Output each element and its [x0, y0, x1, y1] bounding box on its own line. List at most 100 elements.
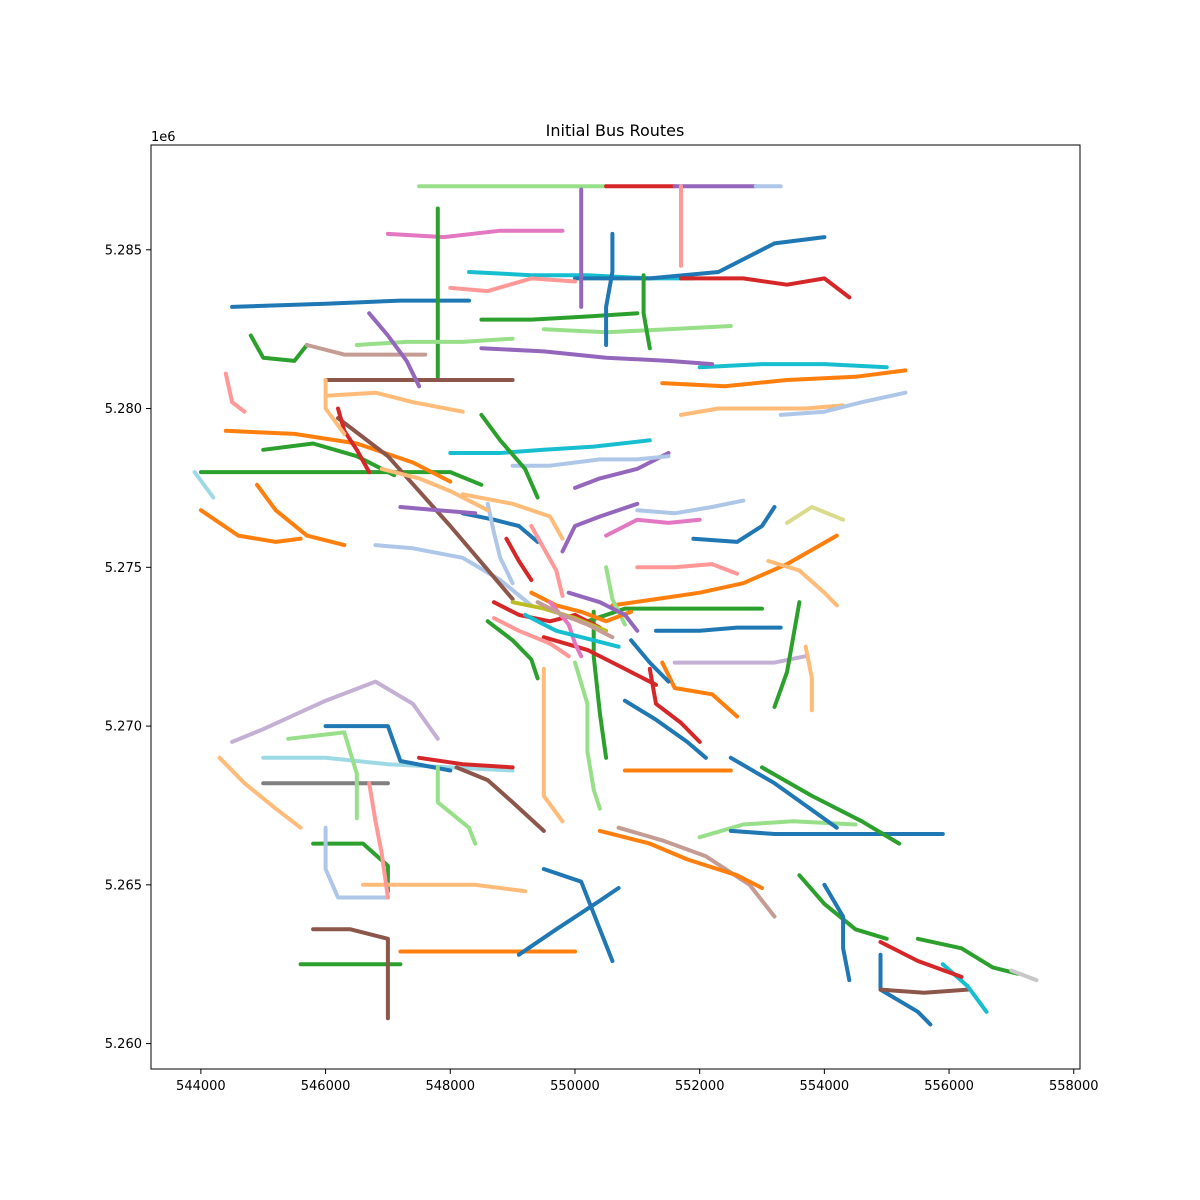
bus-route-29	[697, 819, 858, 840]
bus-route-33	[616, 825, 777, 919]
bus-route-11	[323, 724, 453, 773]
chart-title: Initial Bus Routes	[546, 121, 685, 140]
x-tick-label: 550000	[550, 1079, 600, 1094]
bus-route-78	[354, 336, 515, 347]
bus-route-44	[610, 533, 839, 608]
y-tick-label: 5.260	[105, 1037, 142, 1052]
bus-route-34	[597, 828, 764, 890]
bus-route-49	[772, 600, 802, 709]
bus-route-35	[797, 873, 889, 941]
bus-route-7	[230, 679, 440, 744]
bus-route-100	[523, 612, 621, 649]
bus-route-25	[573, 660, 602, 811]
bus-route-23	[541, 867, 615, 963]
bus-route-65	[573, 235, 827, 281]
bus-route-89	[460, 511, 540, 544]
bus-route-67	[448, 276, 577, 294]
bus-route-93	[635, 498, 746, 516]
bus-route-105	[535, 600, 615, 640]
bus-route-60	[660, 368, 908, 389]
bus-route-113	[417, 755, 515, 770]
bus-route-91	[560, 501, 640, 554]
x-tick-label: 554000	[800, 1079, 850, 1094]
bus-route-98	[529, 590, 634, 624]
bus-route-54	[573, 451, 671, 490]
bus-route-63	[479, 311, 640, 322]
bus-route-42	[878, 940, 964, 979]
bus-route-92	[604, 517, 702, 538]
bus-route-50	[803, 644, 814, 713]
bus-route-86	[192, 470, 216, 500]
bus-route-3	[223, 428, 453, 484]
x-tick-label: 544000	[176, 1079, 226, 1094]
y-tick-label: 5.270	[105, 720, 142, 735]
bus-route-43	[585, 606, 764, 624]
bus-route-37	[878, 952, 933, 1027]
bus-route-26	[591, 609, 609, 760]
bus-route-15	[323, 825, 390, 900]
bus-route-6	[230, 298, 471, 309]
bus-route-14	[361, 882, 528, 894]
bus-route-102	[491, 616, 571, 659]
bus-route-27	[541, 635, 658, 687]
bus-route-8	[217, 755, 303, 830]
y-axis: 5.260 5.265 5.270 5.275 5.280 5.285	[105, 243, 151, 1052]
bus-route-17	[311, 927, 390, 1021]
bus-route-109	[379, 466, 490, 513]
bus-route-85	[255, 482, 347, 548]
x-tick-label: 552000	[675, 1079, 725, 1094]
bus-route-53	[622, 698, 708, 760]
bus-route-83	[304, 343, 428, 357]
bus-route-21	[435, 765, 478, 846]
bus-route-36	[822, 882, 852, 983]
bus-route-95	[785, 505, 846, 525]
bus-route-19	[367, 781, 390, 900]
bus-route-58	[778, 390, 908, 417]
bus-route-110	[398, 505, 478, 516]
bus-route-68	[385, 228, 565, 240]
bus-route-4	[373, 543, 534, 608]
bus-route-24	[541, 666, 565, 824]
bus-route-2	[198, 508, 303, 544]
bus-route-87	[261, 441, 397, 478]
bus-route-84	[367, 311, 422, 389]
bus-route-52	[647, 666, 702, 744]
bus-route-45	[766, 559, 839, 608]
bus-route-46	[635, 562, 740, 576]
y-tick-label: 5.265	[105, 878, 142, 893]
bus-route-22	[516, 886, 621, 957]
bus-route-75	[641, 273, 652, 351]
bus-route-40	[1009, 968, 1039, 983]
bus-route-101	[566, 590, 640, 633]
bus-route-47	[654, 625, 783, 633]
routes-layer	[192, 184, 1039, 1027]
axes-frame	[150, 144, 1081, 1070]
x-axis: 544000 546000 548000 550000 552000 554000 5560…	[176, 1069, 1099, 1094]
x-tick-label: 548000	[425, 1079, 475, 1094]
bus-route-80	[323, 390, 465, 414]
bus-route-114	[323, 378, 347, 436]
bus-route-94	[691, 505, 777, 544]
bus-route-82	[248, 333, 309, 363]
bus-route-97	[491, 600, 602, 630]
bus-route-57	[679, 403, 846, 417]
bus-route-20	[454, 765, 546, 833]
bus-route-38	[878, 987, 970, 995]
y-offset-label: 1e6	[151, 130, 176, 145]
bus-route-108	[479, 412, 540, 500]
y-tick-label: 5.285	[105, 243, 142, 258]
bus-route-59	[697, 362, 889, 370]
bus-route-31	[760, 765, 902, 846]
bus-route-62	[541, 324, 733, 335]
bus-route-32	[728, 755, 839, 830]
bus-route-12	[286, 730, 359, 821]
y-tick-label: 5.280	[105, 402, 142, 417]
bus-route-1	[198, 470, 484, 487]
bus-route-39	[915, 936, 1020, 976]
bus-route-66	[679, 276, 852, 300]
bus-route-111	[504, 536, 534, 582]
bus-route-51	[660, 660, 740, 719]
bus-route-74	[604, 231, 615, 347]
bus-route-90	[460, 492, 565, 541]
